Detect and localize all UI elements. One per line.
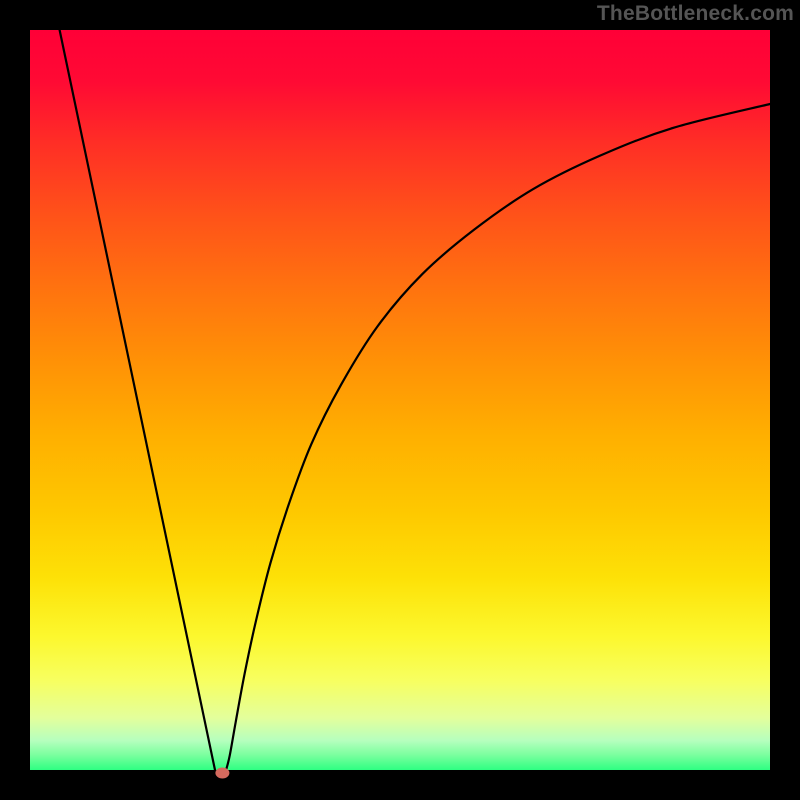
watermark-label: TheBottleneck.com bbox=[597, 2, 794, 26]
bottleneck-chart bbox=[0, 0, 800, 800]
plot-background bbox=[30, 30, 770, 770]
trough-marker bbox=[215, 767, 229, 778]
chart-container: TheBottleneck.com bbox=[0, 0, 800, 800]
